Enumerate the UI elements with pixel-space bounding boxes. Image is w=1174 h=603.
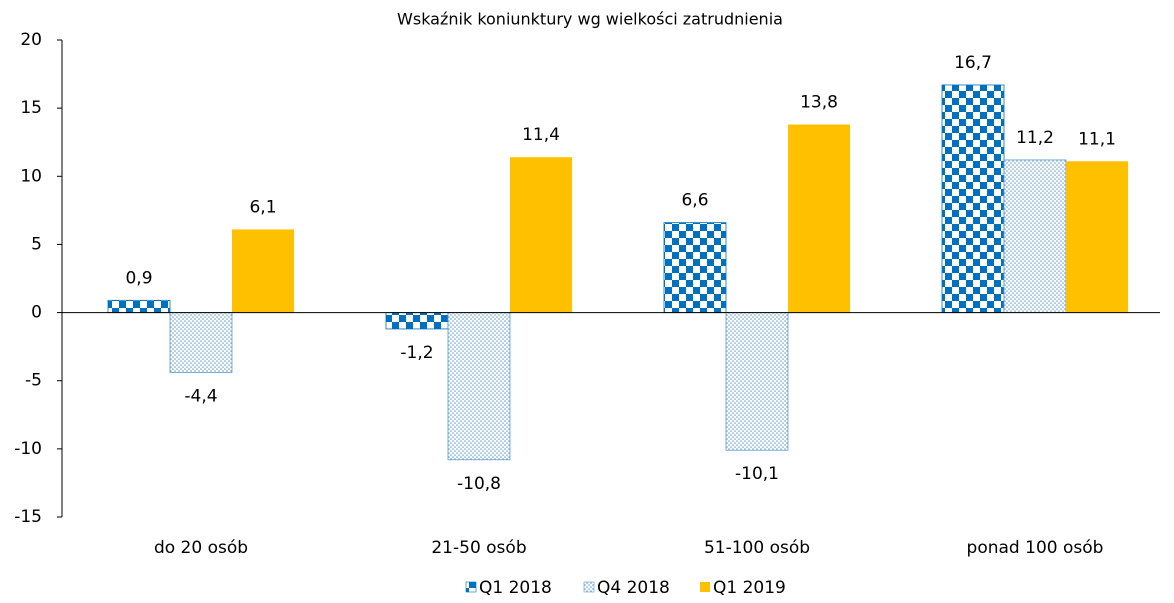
legend-swatch: [465, 581, 477, 593]
y-tick-label: 10: [20, 166, 42, 186]
bar: [169, 312, 233, 373]
legend-swatch: [583, 581, 595, 593]
data-label: 11,1: [1078, 129, 1116, 149]
bar: [107, 299, 171, 313]
legend-label: Q4 2018: [597, 578, 670, 598]
bar: [1066, 161, 1128, 313]
x-tick-label: ponad 100 osób: [967, 538, 1104, 558]
data-label: -1,2: [400, 343, 433, 363]
data-label: 6,6: [681, 191, 708, 211]
legend-swatch: [700, 582, 710, 592]
data-label: -10,1: [735, 464, 779, 484]
bar: [663, 222, 727, 313]
data-label: 0,9: [125, 268, 152, 288]
data-label: 16,7: [954, 53, 992, 73]
bar: [788, 124, 850, 313]
bar: [510, 157, 572, 313]
y-tick-label: -15: [14, 507, 42, 527]
data-label: -10,8: [457, 474, 501, 494]
y-tick-label: -10: [14, 439, 42, 459]
x-tick-label: 51-100 osób: [704, 538, 810, 558]
y-tick-label: 20: [20, 30, 42, 50]
bar: [232, 229, 294, 313]
data-label: 11,4: [522, 125, 560, 145]
y-tick-label: 5: [31, 234, 42, 254]
y-tick-label: 15: [20, 98, 42, 118]
x-tick-label: do 20 osób: [154, 538, 248, 558]
data-label: 11,2: [1016, 128, 1054, 148]
bar: [447, 312, 511, 461]
y-tick-label: -5: [25, 371, 42, 391]
bar: [385, 312, 449, 330]
bar: [1003, 159, 1067, 313]
data-label: -4,4: [184, 387, 217, 407]
y-tick-label: 0: [31, 303, 42, 323]
x-tick-label: 21-50 osób: [431, 538, 526, 558]
data-label: 6,1: [249, 197, 276, 217]
legend-label: Q1 2018: [479, 578, 552, 598]
chart-title: Wskaźnik koniunktury wg wielkości zatrud…: [397, 10, 783, 29]
bar: [725, 312, 789, 451]
legend-label: Q1 2019: [713, 578, 786, 598]
data-label: 13,8: [800, 92, 838, 112]
bar: [941, 84, 1005, 313]
